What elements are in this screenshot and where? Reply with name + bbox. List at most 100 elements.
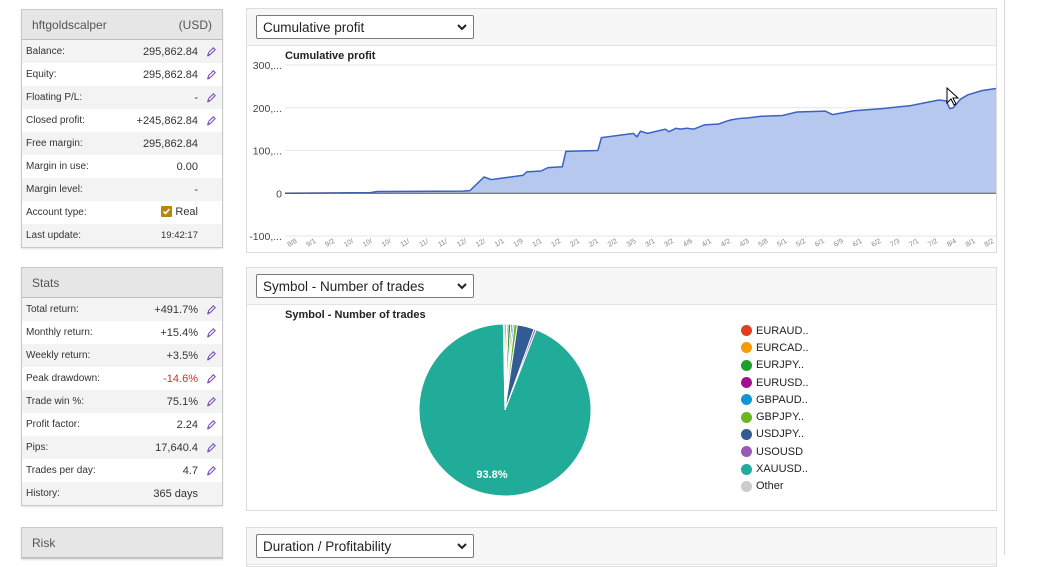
stat-row: Monthly return: +15.4% [22,321,222,344]
account-type-value: Real [175,205,198,218]
legend-item[interactable]: GBPAUD.. [741,391,809,408]
x-tick-label: 8/8 [287,238,299,249]
pie-slice[interactable] [418,323,592,497]
legend-swatch [741,411,752,423]
edit-pencil-icon[interactable] [204,442,218,453]
legend-label: GBPJPY.. [756,411,805,424]
x-tick-label: 12/ [475,238,487,249]
stat-label: Weekly return: [26,350,91,361]
edit-pencil-icon[interactable] [204,69,218,80]
stat-row: Balance: 295,862.84 [22,40,222,63]
legend-swatch [741,394,752,406]
x-tick-label: 3/1 [644,238,656,249]
x-tick-label: 6/1 [814,238,826,249]
stat-row: Peak drawdown: -14.6% [22,367,222,390]
stat-row: Floating P/L: - [22,86,222,109]
profit-chart-title: Cumulative profit [285,50,376,62]
x-tick-label: 5/8 [757,238,769,249]
legend-item[interactable]: EURCAD.. [741,339,809,356]
edit-pencil-icon[interactable] [204,115,218,126]
x-tick-label: 10/ [381,238,393,249]
edit-pencil-icon[interactable] [204,46,218,57]
legend-label: EURUSD.. [756,376,809,389]
x-tick-label: 7/2 [927,238,939,249]
legend-label: EURAUD.. [756,324,809,337]
x-tick-label: 1/1 [494,238,506,249]
stat-label: Floating P/L: [26,92,83,103]
y-tick-label: 0 [276,188,282,200]
duration-chart-select[interactable]: Duration / Profitability [256,534,474,558]
x-tick-label: 12/ [456,238,468,249]
stat-value: +3.5% [166,349,199,362]
profit-card-toolbar: Cumulative profit [247,9,996,46]
pie-slice[interactable] [502,323,506,411]
stat-value: +245,862.84 [136,114,198,127]
x-tick-label: 1/2 [550,238,562,249]
x-tick-label: 7/3 [889,238,901,249]
legend-item[interactable]: GBPJPY.. [741,408,809,425]
edit-pencil-icon[interactable] [204,419,218,430]
edit-pencil-icon[interactable] [204,92,218,103]
legend-swatch [741,377,752,389]
stat-value: - [194,91,198,104]
stat-value: Real [161,206,198,220]
duration-chart-select-value: Duration / Profitability [263,538,392,554]
stat-label: Total return: [26,304,79,315]
y-tick-label: 200,... [253,103,282,115]
stat-row: Total return: +491.7% [22,298,222,321]
legend-item[interactable]: EURJPY.. [741,357,809,374]
stat-label: Balance: [26,46,65,57]
account-panel: hftgoldscalper (USD) Balance: 295,862.84 E… [21,9,223,248]
x-tick-label: 4/6 [682,238,694,249]
x-tick-label: 6/2 [870,238,882,249]
stat-value: 365 days [153,487,198,500]
stats-panel-header: Stats [22,268,222,298]
stat-label: Free margin: [26,138,83,149]
edit-pencil-icon[interactable] [204,396,218,407]
x-tick-label: 4/2 [720,238,732,249]
x-tick-label: 6/9 [833,238,845,249]
legend-item[interactable]: XAUUSD.. [741,460,809,477]
legend-label: XAUUSD.. [756,463,808,476]
legend-swatch [741,342,752,354]
x-tick-label: 4/3 [739,238,751,249]
risk-panel: Risk [21,527,223,559]
legend-item[interactable]: EURUSD.. [741,374,809,391]
edit-pencil-icon[interactable] [204,350,218,361]
edit-pencil-icon[interactable] [204,373,218,384]
legend-item[interactable]: Other [741,478,809,495]
legend-label: GBPAUD.. [756,393,808,406]
x-tick-label: 1/9 [513,238,525,249]
x-tick-label: 11/ [418,238,430,249]
legend-item[interactable]: EURAUD.. [741,322,809,339]
x-tick-label: 7/1 [908,238,920,249]
x-tick-label: 2/1 [569,238,581,249]
edit-pencil-icon[interactable] [204,465,218,476]
stat-value: -14.6% [163,372,198,385]
legend-label: Other [756,480,784,493]
legend-label: USOUSD [756,445,804,458]
y-tick-label: 100,... [253,146,282,158]
stats-title: Stats [32,275,60,290]
x-tick-label: 5/1 [776,238,788,249]
legend-swatch [741,463,752,475]
pie-data-label: 93.8% [476,469,507,481]
page-right-border [1004,0,1005,555]
edit-pencil-icon[interactable] [204,304,218,315]
chart-type-select[interactable]: Cumulative profit [256,15,474,39]
legend-swatch [741,446,752,458]
stat-label: Equity: [26,69,57,80]
x-tick-label: 8/4 [946,238,958,249]
legend-item[interactable]: USOUSD [741,443,809,460]
symbol-chart-select[interactable]: Symbol - Number of trades [256,274,474,298]
stat-row: Trades per day: 4.7 [22,459,222,482]
stat-value: +491.7% [154,303,198,316]
legend-swatch [741,480,752,492]
legend-item[interactable]: USDJPY.. [741,426,809,443]
account-name: hftgoldscalper [32,17,107,32]
edit-pencil-icon[interactable] [204,327,218,338]
legend-swatch [741,428,752,440]
stat-label: Pips: [26,442,49,453]
stat-value: 0.00 [176,160,198,173]
risk-title: Risk [32,535,56,550]
